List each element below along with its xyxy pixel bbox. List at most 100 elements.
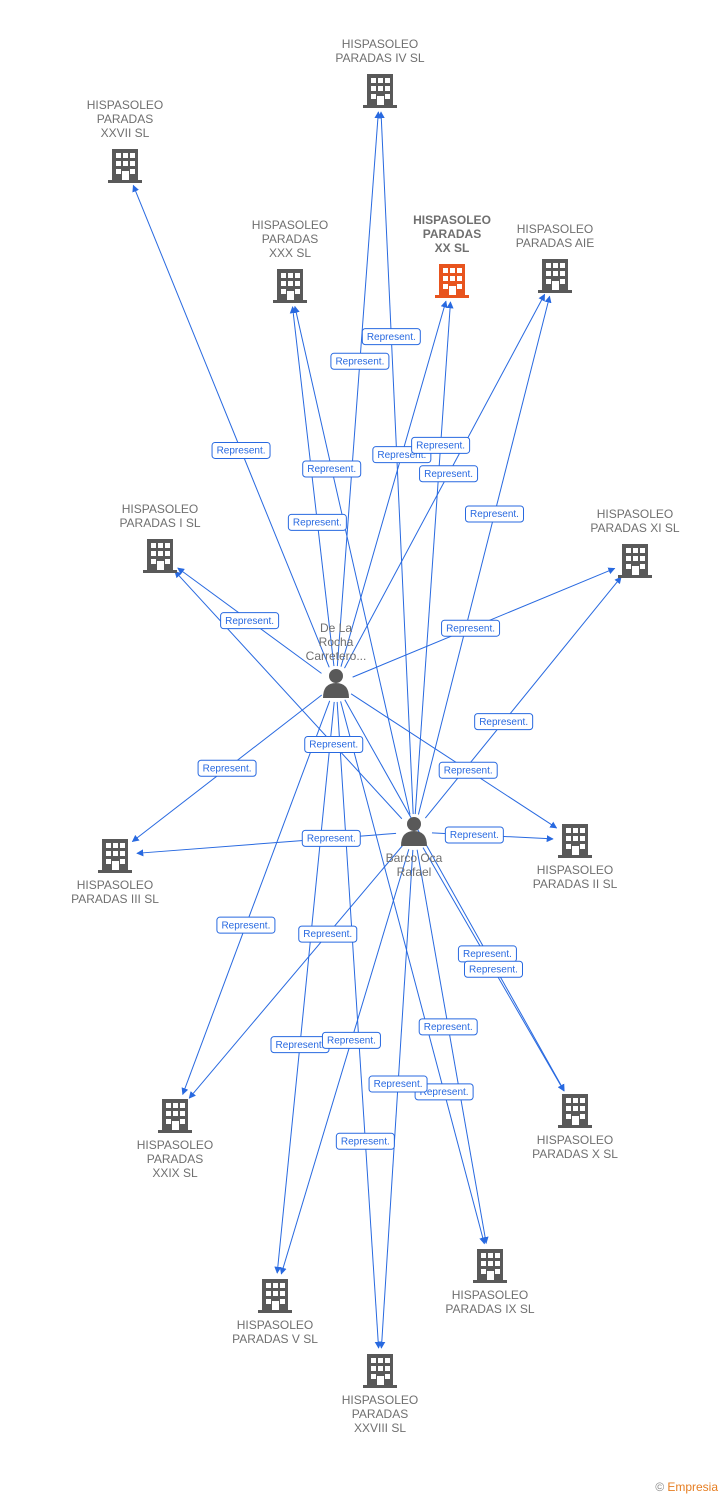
node-label: XX SL <box>435 241 470 255</box>
company-node[interactable]: HISPASOLEOPARADAS IV SL <box>335 37 424 108</box>
node-label: PARADAS I SL <box>119 516 200 530</box>
node-label: HISPASOLEO <box>537 1133 613 1147</box>
edge-label: Represent. <box>470 509 519 520</box>
company-node[interactable]: HISPASOLEOPARADAS X SL <box>532 1094 618 1161</box>
edge-label: Represent. <box>424 1022 473 1033</box>
edge <box>337 702 378 1348</box>
node-label: PARADAS <box>423 227 481 241</box>
company-node[interactable]: HISPASOLEOPARADAS XI SL <box>590 507 679 578</box>
node-label: HISPASOLEO <box>597 507 673 521</box>
edge-label: Represent. <box>367 332 416 343</box>
node-label: XXVIII SL <box>354 1421 406 1435</box>
edge <box>277 702 334 1273</box>
edge-label: Represent. <box>293 518 342 529</box>
node-label: HISPASOLEO <box>87 98 163 112</box>
node-label: PARADAS X SL <box>532 1147 618 1161</box>
edge-label: Represent. <box>341 1136 390 1147</box>
node-label: HISPASOLEO <box>342 37 418 51</box>
edge-label: Represent. <box>276 1040 325 1051</box>
building-icon <box>558 824 592 858</box>
edge-label: Represent. <box>463 949 512 960</box>
edge-label: Represent. <box>203 763 252 774</box>
node-label: De La <box>320 621 352 635</box>
person-icon <box>401 817 427 846</box>
building-icon <box>558 1094 592 1128</box>
edge-label: Represent. <box>217 446 266 457</box>
edge-label: Represent. <box>446 623 495 634</box>
building-icon <box>618 544 652 578</box>
edge-label: Represent. <box>327 1035 376 1046</box>
node-label: PARADAS IX SL <box>445 1302 534 1316</box>
edge-label: Represent. <box>374 1079 423 1090</box>
node-label: HISPASOLEO <box>537 863 613 877</box>
building-icon <box>473 1249 507 1283</box>
edge-label: Represent. <box>450 830 499 841</box>
person-node[interactable]: Barco OcaRafael <box>386 817 443 879</box>
company-node[interactable]: HISPASOLEOPARADAS AIE <box>516 222 594 293</box>
node-label: Barco Oca <box>386 851 443 865</box>
edge-label: Represent. <box>307 464 356 475</box>
edge <box>341 701 485 1243</box>
node-label: XXX SL <box>269 246 311 260</box>
node-label: PARADAS <box>97 112 153 126</box>
node-label: PARADAS III SL <box>71 892 159 906</box>
copyright: © Empresia <box>655 1480 718 1494</box>
edge <box>293 307 334 666</box>
node-label: HISPASOLEO <box>517 222 593 236</box>
copyright-symbol: © <box>655 1480 664 1494</box>
building-icon <box>363 1354 397 1388</box>
node-label: PARADAS <box>147 1152 203 1166</box>
company-node[interactable]: HISPASOLEOPARADASXXVIII SL <box>342 1354 418 1435</box>
node-label: PARADAS V SL <box>232 1332 318 1346</box>
edge-label: Represent. <box>221 920 270 931</box>
edge-label: Represent. <box>479 717 528 728</box>
edge <box>175 571 402 819</box>
building-icon <box>258 1279 292 1313</box>
edge <box>189 846 402 1098</box>
edge-label: Represent. <box>416 440 465 451</box>
node-label: PARADAS <box>352 1407 408 1421</box>
company-node[interactable]: HISPASOLEOPARADAS IX SL <box>445 1249 534 1316</box>
building-icon <box>143 539 177 573</box>
company-node[interactable]: HISPASOLEOPARADAS III SL <box>71 839 159 906</box>
building-icon <box>108 149 142 183</box>
building-icon <box>538 259 572 293</box>
edge-label: Represent. <box>225 616 274 627</box>
node-label: HISPASOLEO <box>122 502 198 516</box>
edge <box>417 850 486 1244</box>
node-label: HISPASOLEO <box>77 878 153 892</box>
company-node[interactable]: HISPASOLEOPARADAS V SL <box>232 1279 318 1346</box>
building-icon <box>158 1099 192 1133</box>
node-label: HISPASOLEO <box>252 218 328 232</box>
edge <box>415 302 450 814</box>
edge <box>425 577 621 818</box>
node-label: HISPASOLEO <box>237 1318 313 1332</box>
building-icon <box>273 269 307 303</box>
company-node[interactable]: HISPASOLEOPARADASXXX SL <box>252 218 328 303</box>
edge-label: Represent. <box>309 740 358 751</box>
edge-label: Represent. <box>444 765 493 776</box>
node-label: HISPASOLEO <box>342 1393 418 1407</box>
company-node[interactable]: HISPASOLEOPARADASXX SL <box>413 213 491 298</box>
edge-label: Represent. <box>307 834 356 845</box>
node-label: PARADAS AIE <box>516 236 594 250</box>
node-label: HISPASOLEO <box>452 1288 528 1302</box>
node-label: Rafael <box>397 865 432 879</box>
company-node[interactable]: HISPASOLEOPARADASXXVII SL <box>87 98 163 183</box>
node-label: PARADAS II SL <box>533 877 618 891</box>
building-icon <box>363 74 397 108</box>
node-label: XXIX SL <box>152 1166 198 1180</box>
network-diagram: Represent.Represent.Represent.Represent.… <box>0 0 728 1500</box>
edge <box>418 296 549 814</box>
edge-label: Represent. <box>303 929 352 940</box>
company-node[interactable]: HISPASOLEOPARADAS II SL <box>533 824 618 891</box>
node-label: XXVII SL <box>101 126 150 140</box>
company-node[interactable]: HISPASOLEOPARADAS I SL <box>119 502 200 573</box>
node-label: Carretero... <box>306 649 367 663</box>
node-label: PARADAS XI SL <box>590 521 679 535</box>
copyright-brand: Empresia <box>667 1480 718 1494</box>
company-node[interactable]: HISPASOLEOPARADASXXIX SL <box>137 1099 213 1180</box>
node-label: PARADAS <box>262 232 318 246</box>
building-icon <box>435 264 469 298</box>
node-label: Rocha <box>319 635 354 649</box>
